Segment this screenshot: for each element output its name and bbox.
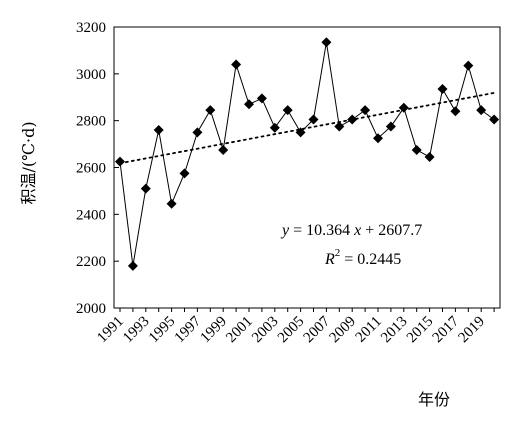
data-point [476,105,487,116]
data-point [411,144,422,155]
data-point [153,125,164,136]
data-point [308,114,319,125]
series [119,42,495,266]
data-point [321,37,332,48]
r-squared: R2 = 0.2445 [324,247,401,268]
x-tick-label: 1997 [172,313,205,346]
data-point [334,121,345,132]
x-tick-label: 2003 [249,314,282,347]
data-point [282,105,293,116]
y-tick-label: 2400 [76,207,106,223]
series-line [119,42,495,266]
data-point [269,122,280,133]
x-tick-label: 2005 [275,314,308,347]
x-tick-label: 1991 [94,314,127,347]
plot-frame [113,26,501,309]
x-tick-label: 2009 [327,314,360,347]
data-point [140,183,151,194]
data-point [489,114,500,125]
y-tick-label: 3000 [76,67,106,83]
y-axis-title: 积温/(℃·d) [19,121,38,204]
trendline-path [119,91,496,165]
data-point [373,133,383,144]
data-point [166,198,177,209]
y-tick-label: 2800 [76,114,106,130]
x-tick-label: 2013 [378,314,411,347]
y-tick-label: 2200 [76,254,106,270]
data-point [424,151,435,162]
x-tick-label: 2019 [456,314,489,347]
data-point [450,106,461,117]
x-tick-label: 1999 [198,314,231,347]
x-tick-label: 1993 [120,314,153,347]
plot-area [113,26,501,309]
data-point [347,114,358,125]
x-tick-label: 2001 [223,314,256,347]
data-point [192,127,203,138]
x-tick-label: 2007 [301,313,334,346]
x-tick-label: 2015 [404,314,437,347]
data-point [115,156,125,167]
data-point [398,102,409,113]
data-point [437,84,448,95]
equation-rest: + 2607.7 [361,222,422,239]
data-point [218,144,229,155]
x-tick-label: 2017 [430,313,463,346]
data-point [179,168,190,179]
data-point [127,260,138,271]
trendline [119,91,496,165]
y-tick-label: 3200 [76,20,106,36]
data-point [256,93,267,104]
data-point [385,121,396,132]
y-tick-label: 2000 [76,301,106,317]
x-tick-label: 2011 [353,314,385,346]
markers [115,37,500,271]
data-point [360,105,371,116]
regression-equation: y = 10.364 x + 2607.7 [280,222,422,239]
data-point [244,99,254,110]
y-axis-ticks: 2000 2200 2400 2600 2800 3000 3200 [76,20,119,317]
data-point [231,59,242,70]
x-tick-label: 1995 [146,314,179,347]
x-axis-title: 年份 [418,390,450,409]
data-point [463,60,474,71]
data-point [295,127,306,138]
data-point [205,105,216,116]
x-axis-ticks: 1991199319951997199920012003200520072009… [94,308,495,347]
equation-x-var: x [353,222,361,239]
y-tick-label: 2600 [76,161,106,177]
